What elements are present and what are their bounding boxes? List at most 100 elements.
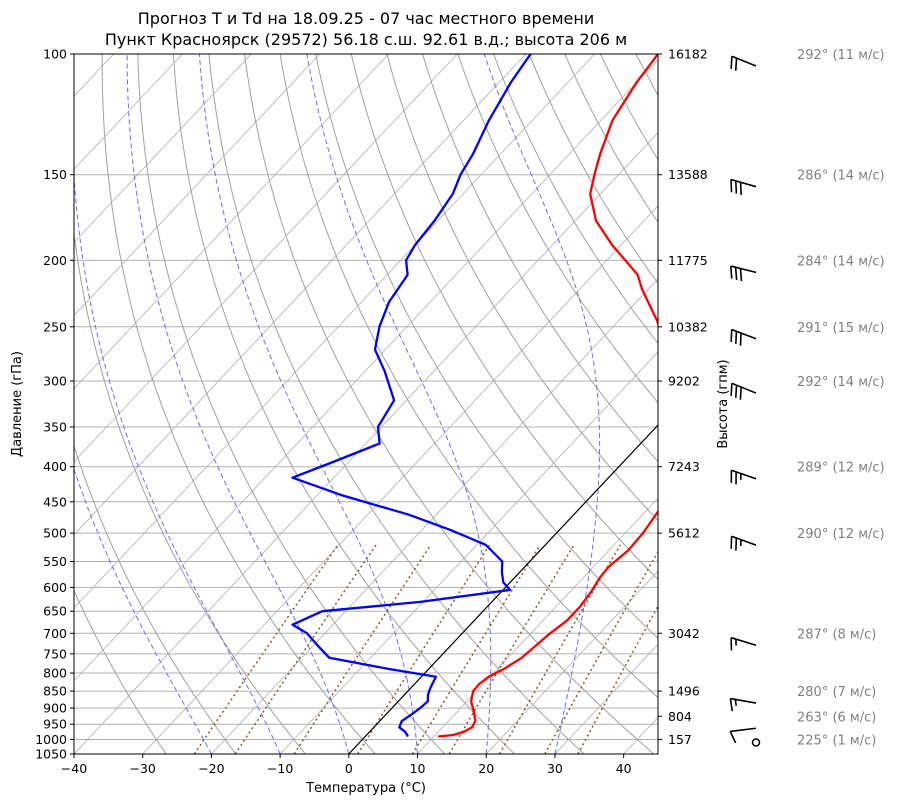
plot-frame (73, 53, 659, 755)
dry-adiabat (707, 54, 900, 754)
mixing-ratio-line (544, 550, 658, 754)
calm-circle (751, 738, 761, 747)
x-tick-label: 30 (547, 761, 563, 776)
barb-shaft (730, 178, 757, 188)
height-tick-label: 7243 (668, 459, 700, 474)
isotherm-line (74, 54, 595, 609)
x-tick-label: 20 (478, 761, 494, 776)
y-tick-label: 950 (43, 717, 67, 732)
barb-shaft (731, 469, 757, 480)
isotherm-line (211, 278, 658, 754)
wind-barb: 290° (12 м/с) (730, 527, 885, 551)
height-tick-label: 5612 (668, 526, 700, 541)
y-tick-label: 650 (43, 604, 67, 619)
moist-adiabat (74, 167, 281, 754)
isotherm-line (348, 424, 658, 754)
dry-adiabat (386, 54, 658, 522)
wind-barb: 284° (14 м/с) (729, 254, 885, 282)
y-tick-label: 1050 (35, 747, 67, 762)
height-tick-label: 9202 (668, 374, 700, 389)
isotherm-line (74, 54, 527, 536)
barb-flag (729, 265, 733, 279)
plot-area (74, 54, 900, 754)
barb-shaft (731, 55, 757, 67)
barb-flag (730, 383, 733, 396)
y-tick-label: 900 (43, 701, 67, 716)
mixing-ratio-line (498, 544, 622, 754)
wind-label: 225° (1 м/с) (797, 733, 876, 748)
wind-barb: 289° (12 м/с) (730, 461, 885, 485)
isotherm-line (74, 59, 658, 682)
y-tick-label: 850 (43, 684, 67, 699)
height-tick-label: 11775 (668, 253, 708, 268)
barb-flag (739, 182, 742, 195)
dry-adiabat (315, 54, 658, 639)
temperature-line (437, 54, 658, 738)
mixing-ratio-line (234, 544, 377, 754)
wind-label: 280° (7 м/с) (797, 685, 876, 700)
dry-adiabat (208, 54, 585, 754)
y-tick-label: 350 (43, 419, 67, 434)
mixing-ratio-line (411, 544, 541, 754)
y-tick-label: 150 (43, 167, 67, 182)
height-tick-label: 1496 (668, 684, 700, 699)
isotherm-line (74, 54, 458, 463)
wind-barb: 286° (14 м/с) (730, 169, 885, 195)
isotherm-line (485, 570, 658, 754)
y-tick-label: 200 (43, 253, 67, 268)
barb-flag (734, 385, 738, 398)
x-tick-label: −30 (130, 761, 156, 776)
dry-adiabat (564, 54, 658, 223)
x-tick-label: −40 (61, 761, 87, 776)
barb-shaft (730, 727, 757, 733)
height-tick-label: 16182 (668, 47, 708, 62)
moist-adiabat (126, 54, 350, 754)
y-tick-label: 600 (43, 580, 67, 595)
mixing-ratio-line (293, 544, 432, 754)
barb-shaft (730, 265, 757, 274)
barb-flag (730, 56, 733, 69)
wind-label: 289° (12 м/с) (797, 461, 885, 476)
wind-barbs: 292° (11 м/с) 286° (14 м/с) 284° (14 м/с) 2… (729, 48, 885, 748)
dry-adiabat (457, 54, 658, 404)
chart-title-line2: Пункт Красноярск (29572) 56.18 с.ш. 92.6… (105, 30, 627, 49)
dry-adiabat (493, 54, 658, 345)
barb-shaft (731, 328, 757, 340)
height-tick-label: 10382 (668, 319, 708, 334)
wind-label: 292° (14 м/с) (797, 375, 885, 390)
y-tick-label: 500 (43, 526, 67, 541)
isotherm-line (142, 205, 658, 754)
zero-isotherm (348, 424, 658, 754)
dry-adiabat (672, 54, 900, 754)
moist-adiabat (483, 54, 601, 754)
y2-axis-label: Высота (гпм) (716, 359, 731, 448)
isotherm-line (74, 54, 252, 243)
wind-label: 290° (12 м/с) (797, 527, 885, 542)
dry-adiabat (137, 54, 446, 754)
isotherm-line (623, 716, 658, 754)
dry-adiabat (743, 54, 900, 754)
y-tick-label: 300 (43, 374, 67, 389)
y-tick-label: 800 (43, 666, 67, 681)
height-tick-label: 13588 (668, 167, 708, 182)
barb-flag (735, 331, 738, 344)
moist-adiabat (74, 467, 212, 754)
isotherm-line (417, 497, 658, 754)
dewpoint-line (291, 54, 532, 738)
barb-flag (739, 387, 742, 400)
y-tick-label: 550 (43, 554, 67, 569)
wind-label: 287° (8 м/с) (797, 627, 876, 642)
y-tick-label: 250 (43, 319, 67, 334)
barb-flag (734, 58, 738, 71)
x-tick-label: −20 (198, 761, 224, 776)
wind-barb: 280° (7 м/с) (729, 685, 876, 712)
barb-shaft (731, 382, 757, 394)
barb-shaft (730, 636, 757, 647)
barb-flag (739, 333, 742, 346)
y-tick-label: 750 (43, 646, 67, 661)
mixing-ratio-line (193, 544, 339, 754)
dry-adiabat (101, 54, 376, 754)
profiles (291, 54, 658, 738)
isotherm-line (74, 54, 183, 170)
